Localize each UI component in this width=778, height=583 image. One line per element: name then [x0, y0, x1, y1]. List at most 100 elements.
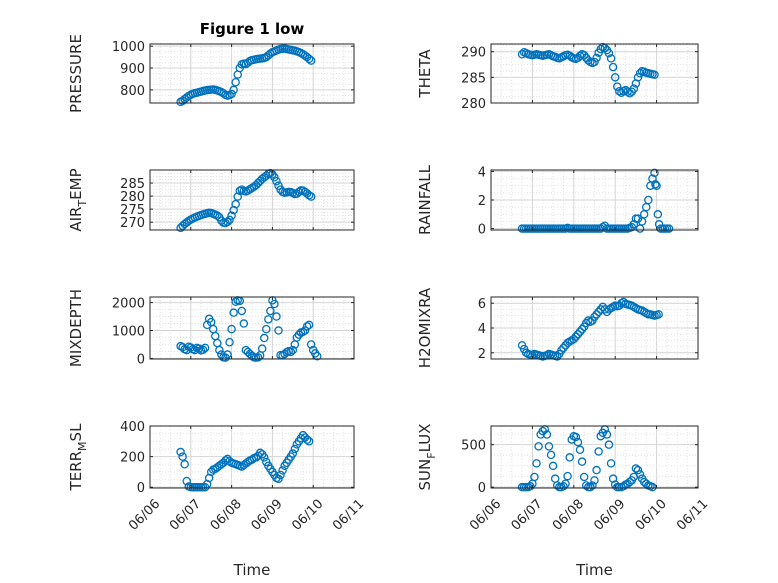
subplot-pressure: 800 900 1000 PRESSURE Figure 1 low [67, 20, 355, 113]
data-point [654, 310, 663, 319]
data-point [237, 185, 247, 194]
data-point [233, 192, 242, 201]
data-point [542, 430, 552, 439]
data-point [586, 482, 595, 492]
y-axis-label: SUNFLUX [416, 424, 438, 491]
data-point [573, 437, 583, 447]
data-point [559, 482, 568, 491]
data-point [290, 444, 300, 454]
data-point [243, 457, 253, 467]
x-axis-label: Time [575, 561, 613, 579]
data-point [306, 192, 316, 201]
data-point [517, 50, 527, 59]
data-point [648, 482, 657, 492]
data-point [606, 54, 616, 63]
data-point [592, 53, 601, 63]
data-point [278, 466, 287, 475]
data-point [304, 191, 314, 200]
y-tick-label: 285 [120, 177, 145, 192]
y-tick-label: 0 [137, 481, 145, 496]
data-point [304, 54, 314, 64]
data-point [575, 327, 585, 336]
y-tick-label: 2000 [112, 297, 145, 312]
data-point [590, 476, 599, 485]
data-point [575, 445, 585, 455]
data-point [532, 459, 541, 468]
data-point [223, 217, 232, 227]
data-point [633, 465, 643, 475]
data-point [606, 459, 616, 468]
data-series [517, 42, 659, 98]
grid-lines [490, 296, 699, 360]
data-point [552, 481, 562, 490]
y-tick-label: 800 [120, 84, 145, 99]
data-point [266, 306, 275, 316]
data-point [650, 168, 659, 178]
axes-frame [149, 296, 355, 360]
data-point [259, 333, 269, 343]
y-tick-label: 500 [461, 439, 486, 454]
data-point [653, 210, 663, 219]
data-point [286, 347, 296, 357]
data-point [262, 324, 271, 334]
data-point [625, 89, 634, 98]
data-point [288, 345, 298, 355]
data-point [229, 85, 238, 95]
y-tick-label: 1000 [112, 325, 145, 340]
data-point [253, 353, 263, 362]
data-point [526, 482, 535, 491]
y-axis-label: THETA [416, 49, 434, 99]
data-point [588, 481, 597, 490]
y-tick-label: 400 [120, 420, 145, 435]
data-point [608, 62, 618, 72]
data-point [652, 181, 661, 190]
data-point [306, 340, 316, 349]
data-point [610, 73, 620, 82]
data-point [272, 312, 281, 321]
data-point [552, 352, 562, 361]
data-point [178, 452, 187, 461]
data-point [530, 472, 539, 482]
data-point [650, 70, 659, 80]
data-point [604, 48, 614, 58]
data-point [651, 180, 660, 189]
data-point [298, 327, 308, 337]
y-tick-label: 280 [120, 190, 145, 205]
data-point [571, 332, 581, 341]
data-point [176, 447, 185, 457]
data-point [629, 84, 639, 93]
y-tick-label: 6 [478, 297, 486, 312]
data-point [180, 460, 189, 469]
y-axis-label: AIRTEMP [67, 168, 89, 231]
y-axis-label: H2OMIXRA [416, 287, 434, 368]
data-point [194, 344, 204, 353]
data-point [223, 350, 232, 359]
data-point [534, 442, 543, 451]
data-point [600, 43, 610, 53]
data-series [517, 425, 657, 492]
data-point [272, 176, 281, 186]
data-point [294, 187, 304, 197]
y-tick-label: 290 [461, 46, 486, 61]
data-point [302, 322, 312, 331]
y-tick-label: 900 [120, 62, 145, 77]
data-point [629, 220, 639, 229]
data-point [577, 457, 587, 466]
y-tick-label: 0 [137, 352, 145, 367]
axes-frame [149, 43, 355, 104]
data-point [573, 329, 583, 339]
data-point [561, 479, 570, 489]
data-point [633, 73, 643, 82]
data-point [288, 449, 298, 458]
data-point [227, 324, 236, 334]
data-point [264, 315, 273, 324]
data-point [571, 432, 581, 442]
data-point [577, 324, 587, 334]
data-point [274, 326, 283, 335]
data-point [592, 310, 601, 319]
y-tick-label: 0 [478, 223, 486, 238]
y-tick-label: 200 [120, 451, 145, 466]
x-axis-label: Time [233, 561, 271, 579]
